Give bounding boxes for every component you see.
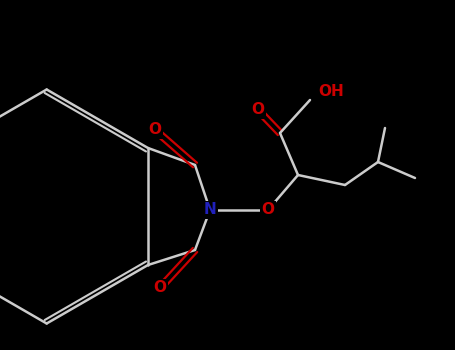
Text: O: O	[262, 203, 274, 217]
Text: O: O	[252, 103, 264, 118]
Text: O: O	[153, 280, 167, 295]
Text: OH: OH	[318, 84, 344, 99]
Text: O: O	[148, 122, 162, 138]
Text: N: N	[204, 203, 217, 217]
